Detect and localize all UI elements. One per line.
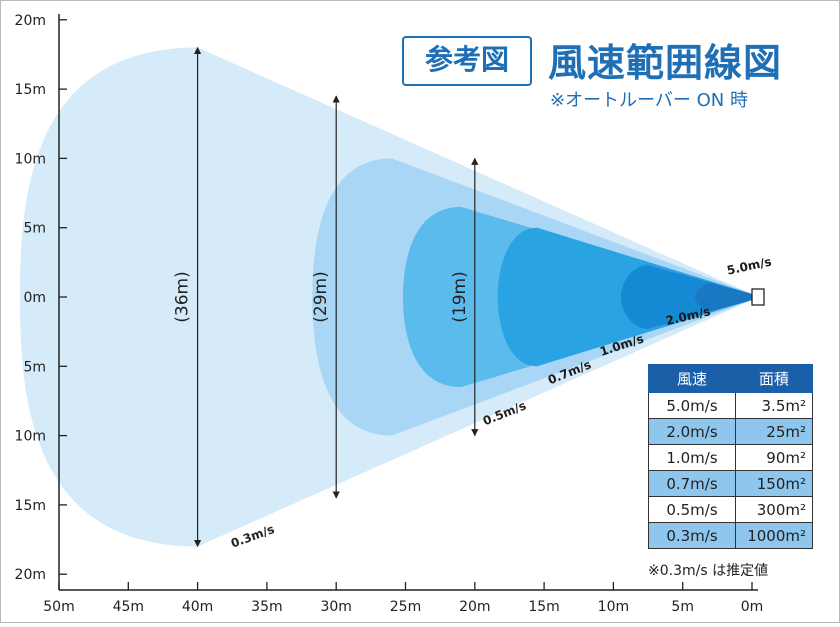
x-tick-label: 0m bbox=[741, 599, 764, 615]
y-tick-label: 10m bbox=[15, 429, 46, 445]
zone-2.0m-s bbox=[620, 265, 752, 329]
cell-speed: 5.0m/s bbox=[648, 392, 736, 419]
table-header-row: 風速 面積 bbox=[648, 364, 813, 393]
cell-area: 25m² bbox=[735, 418, 813, 445]
y-tick-label: 5m bbox=[23, 359, 46, 375]
wind-zones bbox=[19, 47, 765, 547]
header-area: 面積 bbox=[735, 364, 813, 393]
outlet-box bbox=[751, 288, 765, 306]
tick-labels: 50m 45m 40m 35m 30m 25m 20m 15m 10m 5m 0m 20m 15m 10m… bbox=[15, 13, 764, 615]
x-tick-label: 20m bbox=[459, 599, 490, 615]
cell-area: 150m² bbox=[735, 470, 813, 497]
zone-5.0m-s bbox=[694, 283, 752, 311]
y-tick-label: 10m bbox=[15, 151, 46, 167]
x-tick-label: 45m bbox=[113, 599, 144, 615]
cell-area: 1000m² bbox=[735, 522, 813, 549]
header-speed: 風速 bbox=[648, 364, 736, 393]
width-label: (36m) bbox=[173, 271, 193, 322]
cell-speed: 0.3m/s bbox=[648, 522, 736, 549]
table-row: 2.0m/s 25m² bbox=[648, 418, 813, 445]
y-tick-label: 20m bbox=[15, 567, 46, 583]
cell-speed: 0.5m/s bbox=[648, 496, 736, 523]
axes bbox=[58, 14, 758, 591]
reference-badge: 参考図 bbox=[402, 36, 532, 86]
width-label: (29m) bbox=[311, 271, 331, 322]
x-tick-label: 50m bbox=[43, 599, 74, 615]
y-tick-label: 20m bbox=[15, 13, 46, 29]
cell-area: 300m² bbox=[735, 496, 813, 523]
table-row: 0.3m/s 1000m² bbox=[648, 522, 813, 549]
table-row: 5.0m/s 3.5m² bbox=[648, 392, 813, 419]
x-tick-label: 25m bbox=[390, 599, 421, 615]
y-tick-label: 0m bbox=[23, 290, 46, 306]
width-label: (19m) bbox=[450, 271, 470, 322]
table-row: 1.0m/s 90m² bbox=[648, 444, 813, 471]
x-tick-label: 40m bbox=[182, 599, 213, 615]
cell-speed: 0.7m/s bbox=[648, 470, 736, 497]
y-tick-label: 15m bbox=[15, 82, 46, 98]
x-tick-label: 35m bbox=[251, 599, 282, 615]
speed-label: 5.0m/s bbox=[726, 255, 773, 278]
page-subtitle: ※オートルーバー ON 時 bbox=[550, 90, 748, 111]
cell-area: 90m² bbox=[735, 444, 813, 471]
cell-area: 3.5m² bbox=[735, 392, 813, 419]
speed-area-table: 風速 面積 5.0m/s 3.5m² 2.0m/s 25m² 1.0m/s 90… bbox=[648, 364, 813, 549]
cell-speed: 2.0m/s bbox=[648, 418, 736, 445]
y-tick-label: 15m bbox=[15, 498, 46, 514]
page-title: 風速範囲線図 bbox=[548, 41, 783, 85]
x-tick-label: 15m bbox=[528, 599, 559, 615]
cell-speed: 1.0m/s bbox=[648, 444, 736, 471]
width-dimensions: (36m) (29m) (19m) bbox=[173, 46, 479, 548]
x-tick-label: 5m bbox=[671, 599, 694, 615]
x-tick-label: 10m bbox=[598, 599, 629, 615]
table-row: 0.5m/s 300m² bbox=[648, 496, 813, 523]
y-tick-label: 5m bbox=[23, 221, 46, 237]
estimate-note: ※0.3m/s は推定値 bbox=[648, 563, 769, 579]
x-tick-label: 30m bbox=[320, 599, 351, 615]
table-row: 0.7m/s 150m² bbox=[648, 470, 813, 497]
